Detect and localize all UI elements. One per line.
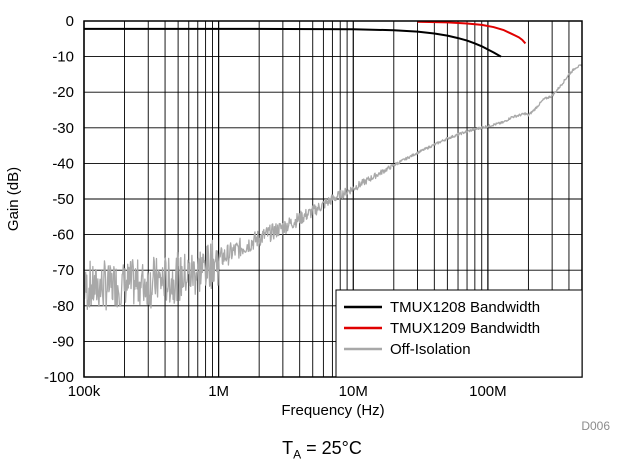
y-tick-label: -30 xyxy=(52,120,74,137)
y-tick-label: -100 xyxy=(44,369,74,386)
legend-label: TMUX1209 Bandwidth xyxy=(390,320,540,337)
legend-label: TMUX1208 Bandwidth xyxy=(390,299,540,316)
y-tick-label: -80 xyxy=(52,298,74,315)
series-layer xyxy=(83,20,583,311)
chart-svg: 100k 1M 10M 100M 0 -10 -20 -30 -40 -50 -60 -70 -80 -… xyxy=(5,13,610,433)
y-tick-label: -70 xyxy=(52,262,74,279)
x-tick-label: 100k xyxy=(68,383,101,400)
legend: TMUX1208 Bandwidth TMUX1209 Bandwidth Off-… xyxy=(335,289,583,378)
x-axis-title: Frequency (Hz) xyxy=(281,402,384,419)
series-line-off-isolation xyxy=(83,64,583,311)
y-axis-title: Gain (dB) xyxy=(5,167,22,231)
y-tick-label: -90 xyxy=(52,333,74,350)
plot-frame xyxy=(83,20,583,378)
x-tick-labels: 100k 1M 10M 100M xyxy=(68,383,507,400)
y-tick-label: 0 xyxy=(66,13,74,30)
y-tick-labels: 0 -10 -20 -30 -40 -50 -60 -70 -80 -90 -100 xyxy=(44,13,74,386)
series-line-tmux1208-bandwidth xyxy=(84,27,502,58)
y-tick-label: -10 xyxy=(52,49,74,66)
caption-suffix: = 25°C xyxy=(301,438,362,458)
caption-prefix: T xyxy=(282,438,294,458)
series-line-tmux1209-bandwidth xyxy=(417,20,527,45)
temperature-caption: TA = 25°C xyxy=(0,438,644,462)
y-tick-label: -40 xyxy=(52,155,74,172)
x-tick-label: 10M xyxy=(339,383,368,400)
y-tick-label: -60 xyxy=(52,227,74,244)
caption-subscript: A xyxy=(293,447,302,462)
y-tick-label: -20 xyxy=(52,84,74,101)
legend-box xyxy=(335,289,583,378)
figure-id-watermark: D006 xyxy=(581,419,610,433)
x-tick-label: 100M xyxy=(469,383,507,400)
legend-label: Off-Isolation xyxy=(390,341,471,358)
x-tick-label: 1M xyxy=(208,383,229,400)
y-tick-label: -50 xyxy=(52,191,74,208)
